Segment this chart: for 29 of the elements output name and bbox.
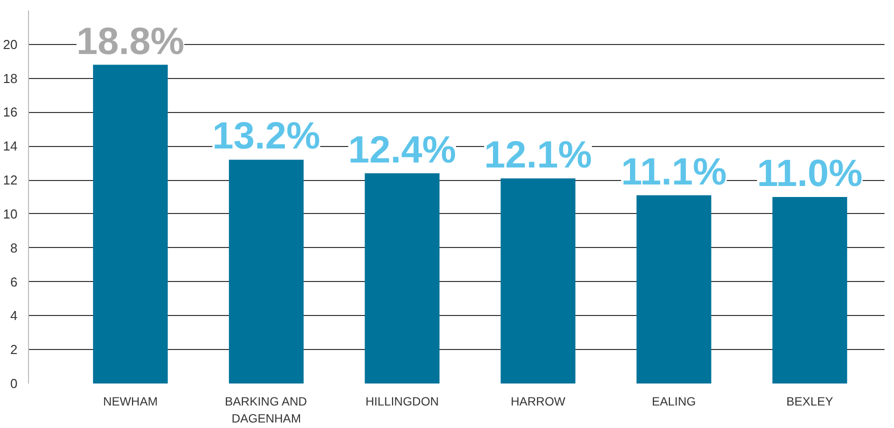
y-tick-label: 8 bbox=[10, 240, 18, 256]
bar bbox=[93, 64, 168, 384]
bar bbox=[636, 195, 712, 384]
x-tick-label: BEXLEY bbox=[786, 394, 834, 408]
data-label: 12.1% bbox=[484, 134, 592, 176]
data-label: 18.8% bbox=[76, 20, 184, 63]
data-label: 11.0% bbox=[756, 153, 863, 195]
data-label: 13.2% bbox=[212, 116, 320, 158]
data-label: 11.1% bbox=[621, 151, 727, 194]
y-tick-label: 20 bbox=[3, 36, 18, 52]
y-tick-label: 2 bbox=[10, 342, 18, 358]
y-tick-label: 14 bbox=[3, 138, 18, 154]
y-tick-label: 12 bbox=[3, 172, 18, 188]
y-tick-label: 18 bbox=[3, 70, 18, 86]
y-tick-label: 16 bbox=[3, 104, 18, 120]
y-tick-label: 10 bbox=[3, 206, 18, 222]
bar bbox=[500, 178, 576, 384]
y-tick-label: 6 bbox=[10, 274, 18, 290]
bar bbox=[364, 173, 440, 384]
x-tick-label: NEWHAM bbox=[103, 394, 158, 408]
data-label: 12.4% bbox=[348, 129, 456, 172]
x-tick-label: EALING bbox=[652, 394, 696, 408]
x-tick-label: BARKING AND DAGENHAM bbox=[224, 394, 308, 426]
y-tick-label: 4 bbox=[10, 308, 18, 324]
y-tick-label: 0 bbox=[10, 376, 18, 391]
x-tick-label: HILLINGDON bbox=[365, 394, 439, 408]
x-tick-label: HARROW bbox=[510, 394, 566, 408]
bar bbox=[772, 197, 848, 384]
bar bbox=[228, 160, 304, 384]
